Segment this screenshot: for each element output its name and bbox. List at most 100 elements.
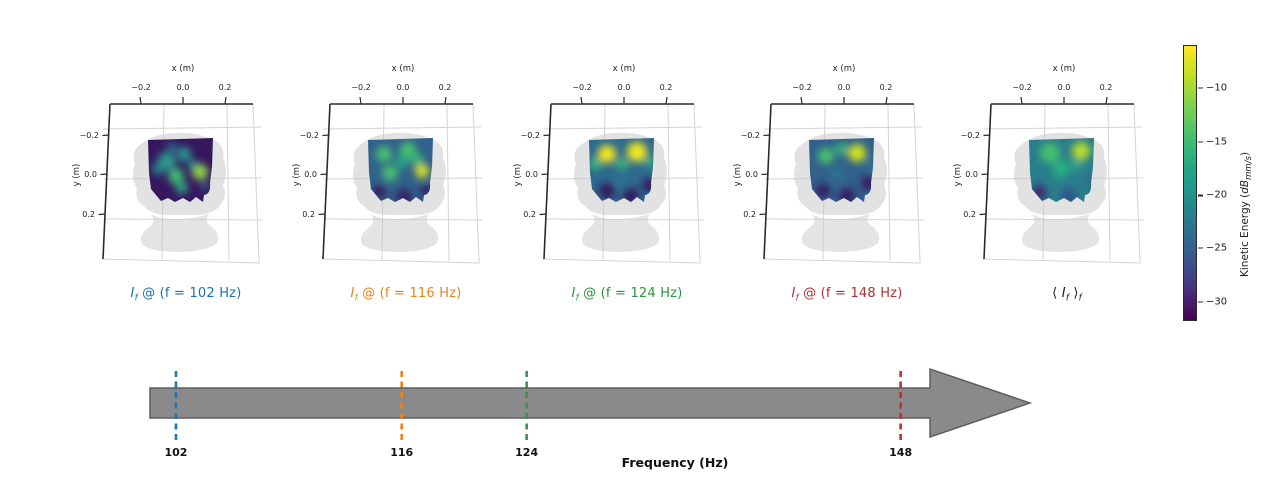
colorbar-tick: −30 bbox=[1198, 296, 1227, 307]
heatmap-hotspot bbox=[1071, 159, 1083, 171]
3d-mode-shape-plot: x (m) −0.2 0.0 0.2 −0.2 0.0 0.2 y (m) bbox=[953, 64, 1145, 264]
y-tick-label: 0.2 bbox=[963, 210, 976, 219]
heatmap-hotspot bbox=[598, 145, 616, 163]
frequency-tick-label: 102 bbox=[164, 446, 187, 459]
x-tick-label: −0.2 bbox=[351, 83, 370, 92]
grid-lines bbox=[321, 103, 484, 264]
x-tick-label: 0.0 bbox=[177, 83, 190, 92]
colorbar: −10 −15 −20 −25 −30 Kinetic Energy (dBmm/s) bbox=[1183, 45, 1273, 321]
y-tick-label: 0.0 bbox=[84, 170, 97, 179]
mode-panel-5: x (m) −0.2 0.0 0.2 −0.2 0.0 0.2 y (m) ⟨ … bbox=[952, 55, 1182, 315]
x-tick-label: 0.0 bbox=[397, 83, 410, 92]
heatmap-hotspot bbox=[152, 163, 164, 175]
y-tick-label: 0.2 bbox=[302, 210, 315, 219]
y-axis-label: y (m) bbox=[953, 164, 963, 187]
frequency-axis-label: Frequency (Hz) bbox=[622, 455, 729, 470]
y-axis-label: y (m) bbox=[513, 164, 523, 187]
kinetic-energy-heatmap bbox=[809, 138, 874, 202]
colorbar-tick: −20 bbox=[1198, 190, 1227, 201]
y-tick-label: 0.2 bbox=[82, 210, 95, 219]
gray-surface-lower bbox=[1021, 214, 1100, 252]
heatmap-hotspot bbox=[415, 164, 429, 178]
mode-panel-4: x (m) −0.2 0.0 0.2 −0.2 0.0 0.2 y (m) If… bbox=[732, 55, 962, 315]
x-tick-label: −0.2 bbox=[572, 83, 591, 92]
colorbar-tick: −15 bbox=[1198, 137, 1227, 148]
y-tick-label: 0.0 bbox=[965, 170, 978, 179]
colorbar-tick: −25 bbox=[1198, 243, 1227, 254]
heatmap-hotspot bbox=[1040, 143, 1060, 163]
gray-surface-lower bbox=[801, 214, 880, 252]
heatmap-hotspot bbox=[400, 142, 416, 158]
panel-caption: If @ (f = 116 Hz) bbox=[350, 286, 462, 304]
y-tick-label: −0.2 bbox=[741, 131, 760, 140]
mode-panel-3: x (m) −0.2 0.0 0.2 −0.2 0.0 0.2 y (m) If… bbox=[512, 55, 742, 315]
panel-caption: ⟨ If ⟩f bbox=[1052, 286, 1082, 304]
axes-lines bbox=[539, 96, 694, 260]
x-tick-label: 0.0 bbox=[1058, 83, 1071, 92]
y-axis-label: y (m) bbox=[292, 164, 302, 187]
x-tick-label: −0.2 bbox=[131, 83, 150, 92]
y-tick-label: −0.2 bbox=[300, 131, 319, 140]
x-axis-label: x (m) bbox=[392, 64, 415, 74]
heatmap-hotspot bbox=[615, 175, 625, 185]
heatmap-hotspot bbox=[1052, 160, 1070, 178]
x-tick-label: 0.0 bbox=[618, 83, 631, 92]
y-tick-label: 0.2 bbox=[743, 210, 756, 219]
x-axis-label: x (m) bbox=[1053, 64, 1076, 74]
frequency-axis: Frequency (Hz) 102 116 124 148 bbox=[149, 367, 1033, 470]
heatmap-hotspot bbox=[192, 164, 208, 180]
heatmap-hotspot bbox=[589, 158, 601, 170]
heatmap-hotspot bbox=[1072, 142, 1090, 160]
kinetic-energy-heatmap bbox=[368, 138, 433, 202]
frequency-tick-label: 116 bbox=[390, 446, 413, 459]
heatmap-hotspot bbox=[848, 144, 866, 162]
heatmap-hotspot bbox=[616, 158, 628, 170]
3d-mode-shape-plot: x (m) −0.2 0.0 0.2 −0.2 0.0 0.2 y (m) bbox=[292, 64, 484, 264]
y-tick-label: 0.2 bbox=[523, 210, 536, 219]
heatmap-hotspot bbox=[411, 153, 423, 165]
heatmap-hotspot bbox=[176, 182, 188, 194]
colorbar-label: Kinetic Energy (dBmm/s) bbox=[1239, 151, 1255, 277]
panel-caption: If @ (f = 148 Hz) bbox=[791, 286, 903, 304]
y-tick-label: 0.0 bbox=[745, 170, 758, 179]
mode-panel-2: x (m) −0.2 0.0 0.2 −0.2 0.0 0.2 y (m) If… bbox=[291, 55, 521, 315]
heatmap-hotspot bbox=[382, 165, 398, 181]
frequency-arrow bbox=[149, 367, 1033, 439]
heatmap-hotspot bbox=[867, 160, 874, 170]
panel-caption: If @ (f = 102 Hz) bbox=[130, 286, 242, 304]
y-tick-label: −0.2 bbox=[80, 131, 99, 140]
y-tick-label: 0.0 bbox=[304, 170, 317, 179]
heatmap-hotspot bbox=[831, 168, 843, 180]
x-axis-label: x (m) bbox=[613, 64, 636, 74]
y-axis-label: y (m) bbox=[733, 164, 743, 187]
x-tick-label: 0.0 bbox=[838, 83, 851, 92]
axes-lines bbox=[759, 96, 914, 260]
x-axis-label: x (m) bbox=[172, 64, 195, 74]
mode-panel-1: x (m) −0.2 0.0 0.2 −0.2 0.0 0.2 y (m) If… bbox=[71, 55, 301, 315]
gray-surface-lower bbox=[581, 214, 660, 252]
y-tick-label: −0.2 bbox=[961, 131, 980, 140]
3d-mode-shape-plot: x (m) −0.2 0.0 0.2 −0.2 0.0 0.2 y (m) bbox=[72, 64, 264, 264]
x-tick-label: −0.2 bbox=[792, 83, 811, 92]
heatmap-hotspot bbox=[201, 182, 209, 190]
gray-surface-lower bbox=[360, 214, 439, 252]
heatmap-hotspot bbox=[395, 154, 409, 168]
axes-lines bbox=[979, 96, 1134, 260]
gray-surface-lower bbox=[140, 214, 219, 252]
heatmap-hotspot bbox=[177, 147, 191, 161]
frequency-tick-label: 148 bbox=[889, 446, 912, 459]
x-tick-label: 0.2 bbox=[439, 83, 452, 92]
kinetic-energy-heatmap bbox=[589, 138, 654, 202]
x-tick-label: 0.2 bbox=[1100, 83, 1113, 92]
x-tick-label: 0.2 bbox=[660, 83, 673, 92]
3d-mode-shape-plot: x (m) −0.2 0.0 0.2 −0.2 0.0 0.2 y (m) bbox=[513, 64, 705, 264]
panel-caption: If @ (f = 124 Hz) bbox=[571, 286, 683, 304]
x-tick-label: 0.2 bbox=[219, 83, 232, 92]
x-axis-label: x (m) bbox=[833, 64, 856, 74]
y-tick-label: −0.2 bbox=[521, 131, 540, 140]
axes-lines bbox=[98, 96, 253, 260]
3d-mode-shape-plot: x (m) −0.2 0.0 0.2 −0.2 0.0 0.2 y (m) bbox=[733, 64, 925, 264]
heatmap-hotspot bbox=[376, 146, 392, 162]
axes-lines bbox=[318, 96, 473, 260]
x-tick-label: −0.2 bbox=[1012, 83, 1031, 92]
